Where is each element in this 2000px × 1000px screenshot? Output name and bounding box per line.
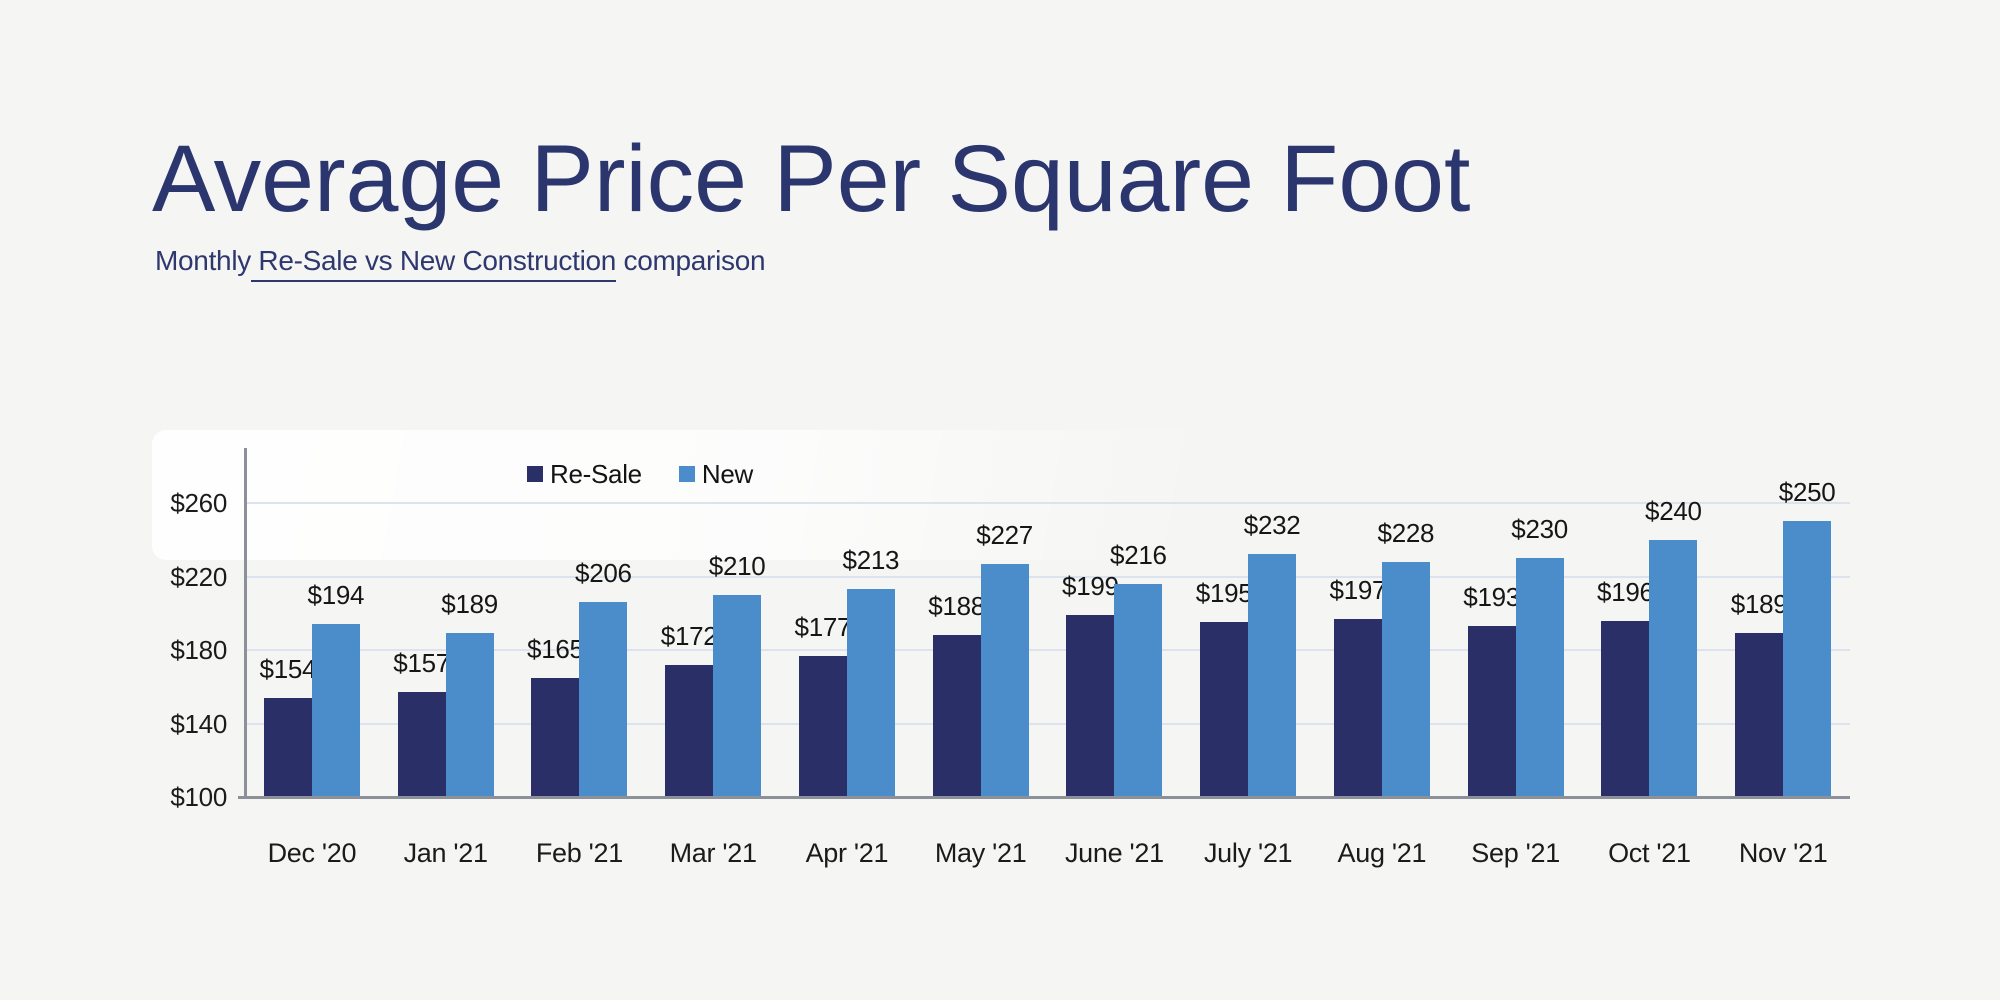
bar-new — [713, 594, 762, 797]
bar-resale — [798, 655, 847, 797]
bar-value-label: $177 — [794, 611, 852, 642]
subtitle-text-post: comparison — [616, 245, 766, 276]
bar-value-label: $172 — [660, 620, 718, 651]
x-axis-tick-label: Jan '21 — [403, 838, 488, 868]
x-axis-tick-label: Nov '21 — [1738, 838, 1828, 868]
y-axis-tick-label: $140 — [170, 708, 227, 739]
chart-backdrop-panel — [152, 430, 1237, 560]
bar-value-label: $195 — [1195, 578, 1253, 609]
gridline — [245, 502, 1850, 504]
x-axis-tick-label: Sep '21 — [1471, 838, 1560, 868]
y-axis-line — [244, 448, 247, 799]
bar-new — [445, 633, 494, 797]
bar-value-label: $230 — [1511, 514, 1568, 545]
bar-value-label: $193 — [1463, 582, 1520, 613]
bar-value-label: $228 — [1377, 517, 1435, 548]
bar-value-label: $227 — [976, 519, 1033, 550]
gridline — [245, 575, 1850, 578]
bar-value-label: $188 — [928, 591, 985, 622]
bar-value-label: $240 — [1645, 495, 1702, 526]
legend-swatch-icon — [678, 466, 695, 482]
x-axis-tick-label: Aug '21 — [1337, 838, 1427, 868]
bar-new — [579, 602, 628, 797]
y-axis-tick-label: $100 — [170, 782, 227, 812]
gridline — [245, 649, 1850, 651]
legend-label: Re-Sale — [550, 459, 642, 489]
bar-new — [1649, 539, 1698, 797]
x-axis-tick-label: July '21 — [1203, 838, 1293, 868]
gridline — [245, 722, 1850, 725]
bar-resale — [1467, 626, 1516, 797]
bar-resale — [263, 697, 312, 797]
bar-value-label: $197 — [1329, 574, 1387, 605]
bar-new — [980, 563, 1029, 797]
bar-value-label: $216 — [1110, 539, 1167, 570]
bar-value-label: $154 — [259, 653, 317, 684]
legend-label: New — [701, 459, 753, 489]
chart-legend: Re-Sale New — [527, 459, 753, 489]
x-axis-tick-label: Oct '21 — [1608, 838, 1691, 868]
bar-value-label: $196 — [1597, 576, 1654, 607]
bar-resale — [1601, 620, 1650, 797]
legend-swatch-icon — [527, 466, 543, 482]
bar-value-label: $210 — [708, 550, 766, 581]
bar-value-label: $157 — [393, 648, 450, 679]
bar-value-label: $206 — [575, 558, 632, 589]
y-axis-tick-label: $180 — [170, 635, 227, 665]
subtitle-text-pre: Monthly — [155, 245, 251, 276]
bar-new — [1248, 554, 1297, 797]
bar-value-label: $232 — [1243, 510, 1301, 541]
bar-resale — [1333, 618, 1382, 797]
x-axis-line — [238, 796, 1850, 799]
y-axis-tick-label: $260 — [170, 488, 227, 518]
bar-resale — [1200, 622, 1249, 797]
page-subtitle: Monthly Re-Sale vs New Construction comp… — [155, 244, 766, 282]
bar-new — [1114, 583, 1163, 797]
x-axis-tick-label: Dec '20 — [267, 838, 357, 868]
page-title: Average Price Per Square Foot — [152, 126, 1471, 232]
x-axis-tick-label: Feb '21 — [535, 838, 623, 868]
bar-new — [1381, 561, 1430, 797]
bar-value-label: $213 — [842, 545, 900, 576]
bar-resale — [1066, 615, 1115, 797]
x-axis-tick-label: Mar '21 — [669, 838, 757, 868]
bar-new — [846, 589, 895, 797]
y-axis-tick-label: $220 — [170, 561, 227, 592]
bar-value-label: $250 — [1778, 477, 1836, 508]
bar-resale — [531, 677, 580, 797]
legend-item-resale: Re-Sale — [527, 459, 642, 489]
legend-item-new: New — [678, 459, 753, 489]
bar-new — [1515, 558, 1564, 797]
bar-value-label: $194 — [307, 580, 365, 611]
bar-resale — [1735, 633, 1784, 797]
bar-resale — [932, 635, 981, 797]
bar-new — [1783, 521, 1832, 797]
bar-resale — [397, 692, 446, 797]
x-axis-tick-label: June '21 — [1064, 838, 1164, 868]
subtitle-underlined-text: Re-Sale vs New Construction — [250, 245, 616, 282]
bar-value-label: $199 — [1062, 571, 1119, 602]
x-axis-tick-label: Apr '21 — [805, 838, 889, 868]
bar-value-label: $165 — [527, 633, 584, 664]
bar-new — [311, 624, 360, 797]
bar-resale — [665, 664, 714, 797]
bar-value-label: $189 — [441, 589, 498, 620]
bar-value-label: $189 — [1730, 589, 1788, 620]
x-axis-tick-label: May '21 — [934, 838, 1027, 868]
